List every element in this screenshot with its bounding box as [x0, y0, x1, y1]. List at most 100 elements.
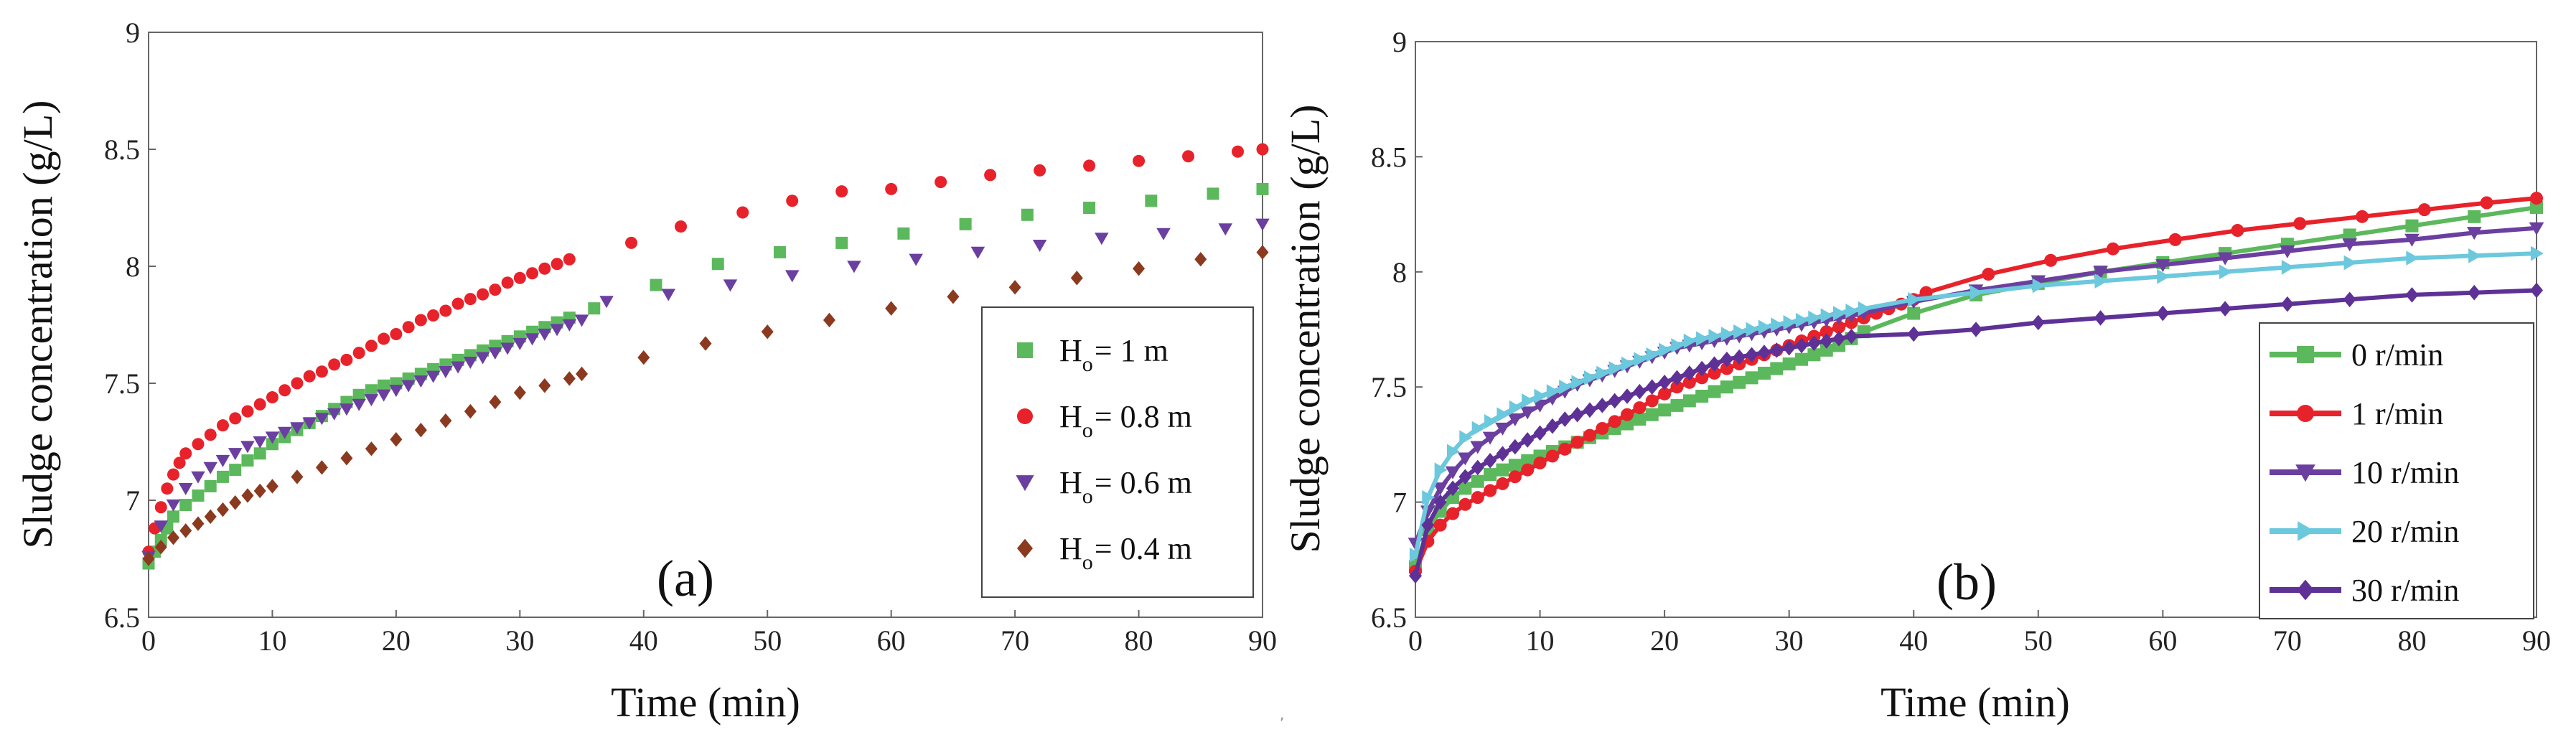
data-point: [723, 279, 738, 292]
data-point: [1145, 195, 1158, 207]
data-point: [1484, 413, 1498, 429]
data-point: [2219, 301, 2232, 317]
data-point: [1782, 339, 1796, 356]
data-point: [1182, 150, 1195, 163]
data-point: [885, 301, 898, 316]
data-point: [538, 328, 552, 341]
data-point: [265, 431, 280, 444]
data-point: [1434, 462, 1448, 478]
x-tick-label: 10: [258, 624, 286, 657]
data-point: [1608, 415, 1621, 428]
data-point: [761, 324, 774, 339]
data-point: [1256, 245, 1269, 260]
data-point: [1232, 145, 1245, 158]
data-point: [1532, 399, 1547, 413]
data-point: [576, 366, 589, 382]
data-point: [2044, 253, 2058, 267]
data-point: [203, 461, 217, 474]
legend-label: Ho= 0.6 m: [1059, 465, 1192, 508]
data-point: [2466, 227, 2482, 240]
series-a-1: [142, 143, 1269, 558]
data-point: [2106, 242, 2120, 256]
data-point: [1446, 507, 1460, 520]
data-point: [2343, 228, 2356, 242]
data-point: [216, 419, 229, 432]
data-point: [563, 371, 576, 386]
data-point: [1470, 441, 1486, 454]
data-point: [327, 408, 342, 421]
data-point: [365, 339, 378, 352]
data-point: [179, 523, 192, 538]
data-point: [1133, 154, 1146, 167]
data-point: [562, 319, 577, 332]
data-point: [501, 276, 514, 289]
data-point: [340, 451, 353, 466]
data-point: [314, 413, 329, 426]
data-point: [241, 405, 254, 418]
data-point: [1471, 459, 1484, 476]
data-point: [1446, 480, 1460, 497]
data-point: [637, 350, 650, 365]
data-point: [1783, 315, 1797, 330]
data-point: [550, 324, 564, 337]
data-point: [1558, 442, 1572, 456]
series-b-4: [1409, 282, 2543, 584]
x-tick-label: 80: [1125, 624, 1153, 657]
data-point: [1496, 463, 1509, 477]
data-point: [2405, 287, 2419, 303]
legend-b: 0 r/min 1 r/min 10 r/min 20 r/min 30 r/min: [2259, 322, 2534, 619]
data-point: [302, 417, 317, 430]
data-point: [1156, 228, 1171, 240]
data-point: [2417, 203, 2431, 217]
data-point: [1508, 459, 1522, 472]
data-point: [835, 185, 848, 198]
data-point: [1433, 518, 1447, 532]
y-axis-label-b: Sludge concentration (g/L): [1282, 105, 1329, 553]
x-tick-label: 30: [505, 624, 534, 657]
data-point: [1770, 362, 1784, 375]
data-point: [2480, 196, 2493, 210]
data-point: [1832, 331, 1846, 347]
data-point: [1720, 380, 1733, 394]
data-point: [352, 347, 365, 360]
data-point: [192, 438, 205, 451]
data-point: [463, 357, 478, 370]
panel-label-a: (a): [657, 550, 714, 607]
y-tick-label: 7.5: [1371, 371, 1407, 403]
data-point: [2168, 233, 2182, 246]
data-point: [823, 312, 835, 328]
x-tick-label: 90: [1248, 624, 1277, 657]
data-point: [1446, 444, 1460, 459]
data-point: [1845, 303, 1859, 319]
data-point: [2280, 296, 2294, 312]
data-point: [1770, 342, 1784, 358]
data-point: [625, 236, 638, 249]
data-point: [426, 370, 441, 383]
data-point: [1458, 482, 1472, 495]
data-point: [1845, 328, 1858, 345]
data-point: [352, 398, 366, 411]
y-tick-label: 7.5: [104, 367, 140, 400]
data-point: [2093, 266, 2108, 279]
data-point: [179, 499, 192, 512]
data-point: [1608, 361, 1622, 376]
data-point: [427, 309, 440, 322]
data-point: [1970, 322, 1982, 337]
data-point: [1471, 474, 1484, 488]
data-point: [1746, 322, 1759, 337]
data-point: [365, 441, 378, 456]
data-point: [2155, 259, 2170, 273]
data-point: [1207, 187, 1219, 200]
data-point: [1458, 497, 1472, 511]
data-point: [563, 253, 576, 266]
data-point: [1095, 233, 1109, 245]
data-point: [1795, 337, 1809, 354]
data-point: [1596, 365, 1610, 381]
data-point: [1256, 143, 1269, 156]
data-point: [1021, 208, 1034, 221]
data-point: [588, 302, 601, 315]
data-point: [191, 471, 205, 484]
data-point: [1032, 240, 1047, 253]
data-point: [1621, 388, 1634, 404]
